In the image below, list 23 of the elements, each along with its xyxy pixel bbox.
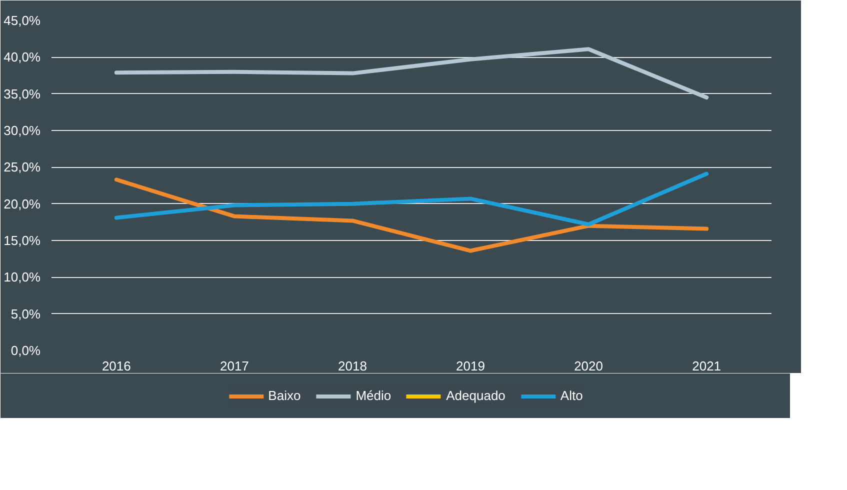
line-series xyxy=(114,172,709,226)
y-tick-label: 15,0% xyxy=(4,233,41,248)
y-tick-label: 10,0% xyxy=(4,270,41,285)
legend-label: Adequado xyxy=(446,388,506,403)
y-tick-label: 25,0% xyxy=(4,160,41,175)
y-tick-label: 35,0% xyxy=(4,86,41,102)
legend-label: Baixo xyxy=(268,388,301,403)
x-tick-label: 2020 xyxy=(574,358,604,374)
x-tick-label: 2016 xyxy=(102,358,131,374)
x-tick-label: 2021 xyxy=(692,358,722,374)
y-tick-label: 20,0% xyxy=(4,196,41,212)
line-series xyxy=(114,47,709,100)
y-tick-label: 5,0% xyxy=(10,306,41,322)
y-tick-label: 40,0% xyxy=(4,50,41,65)
x-tick-label: 2019 xyxy=(456,358,485,374)
legend-label: Médio xyxy=(356,388,392,403)
y-tick-label: 0,0% xyxy=(10,343,41,358)
y-tick-label: 30,0% xyxy=(4,123,41,138)
y-tick-label: 45,0% xyxy=(4,13,41,28)
line-series xyxy=(114,178,709,253)
x-tick-label: 2018 xyxy=(338,358,367,374)
legend-label: Alto xyxy=(560,388,583,403)
x-tick-label: 2017 xyxy=(220,358,249,374)
